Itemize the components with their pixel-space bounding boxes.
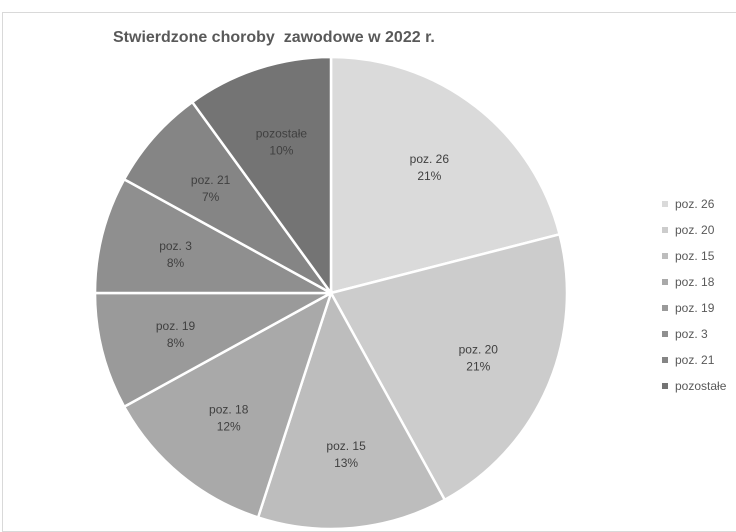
slice-label-poz-21: poz. 21	[191, 173, 231, 187]
slice-percent-poz-18: 12%	[217, 420, 241, 434]
slice-percent-poz-19: 8%	[167, 336, 185, 350]
legend-item-poz-18: poz. 18	[662, 269, 726, 295]
legend-swatch	[662, 331, 668, 337]
legend-label: poz. 21	[675, 353, 715, 367]
slice-percent-pozosta-e: 10%	[269, 143, 293, 157]
legend-swatch	[662, 305, 668, 311]
legend-item-poz-15: poz. 15	[662, 243, 726, 269]
pie-slice-poz-3	[93, 177, 332, 295]
slice-percent-poz-3: 8%	[167, 256, 185, 270]
slice-label-poz-19: poz. 19	[156, 319, 196, 333]
slice-label-pozosta-e: pozostałe	[256, 126, 308, 140]
slice-label-poz-20: poz. 20	[459, 343, 499, 357]
legend-item-poz-26: poz. 26	[662, 191, 726, 217]
legend-item-poz-20: poz. 20	[662, 217, 726, 243]
pie-slice-pozosta-e	[190, 55, 333, 297]
legend-label: poz. 26	[675, 197, 715, 211]
legend-label: poz. 20	[675, 223, 715, 237]
legend-item-poz-3: poz. 3	[662, 321, 726, 347]
legend-label: pozostałe	[675, 379, 727, 393]
legend-swatch	[662, 201, 668, 207]
pie-slice-poz-21	[122, 100, 333, 295]
legend-swatch	[662, 357, 668, 363]
slice-label-poz-26: poz. 26	[410, 152, 450, 166]
legend-swatch	[662, 253, 668, 259]
chart-title: Stwierdzone choroby zawodowe w 2022 r.	[113, 29, 435, 46]
slice-label-poz-15: poz. 15	[326, 439, 366, 453]
pie-slice-poz-26	[329, 55, 562, 295]
legend-label: poz. 19	[675, 301, 715, 315]
slice-percent-poz-20: 21%	[466, 360, 490, 374]
legend-label: poz. 3	[675, 327, 708, 341]
legend-item-pozosta-e: pozostałe	[662, 373, 726, 399]
slice-label-poz-3: poz. 3	[159, 239, 192, 253]
pie-slice-poz-20	[329, 232, 569, 502]
legend-item-poz-19: poz. 19	[662, 295, 726, 321]
pie-slice-poz-19	[93, 291, 332, 409]
chart-legend: poz. 26 poz. 20 poz. 15 poz. 18 poz. 19 poz. …	[662, 191, 726, 399]
legend-swatch	[662, 383, 668, 389]
slice-label-poz-18: poz. 18	[209, 403, 249, 417]
legend-label: poz. 15	[675, 249, 715, 263]
slice-percent-poz-21: 7%	[202, 190, 220, 204]
slice-percent-poz-26: 21%	[417, 169, 441, 183]
legend-swatch	[662, 279, 668, 285]
legend-item-poz-21: poz. 21	[662, 347, 726, 373]
legend-label: poz. 18	[675, 275, 715, 289]
legend-swatch	[662, 227, 668, 233]
slice-percent-poz-15: 13%	[334, 456, 358, 470]
pie-slice-poz-18	[122, 290, 334, 520]
